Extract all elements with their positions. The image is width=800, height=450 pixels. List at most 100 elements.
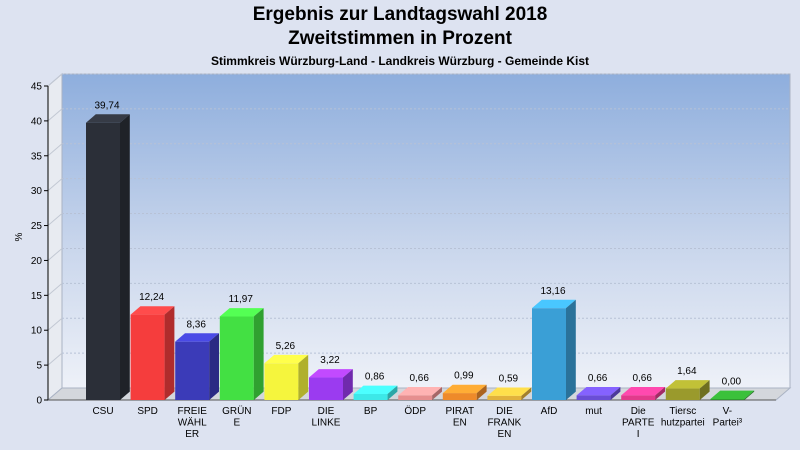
bar [398,395,433,400]
bar [309,377,343,400]
bar-top [487,387,532,396]
y-tick-label: 35 [31,151,43,162]
data-label: 39,74 [94,100,119,111]
gridline-side [47,317,63,331]
gridline-side [47,108,63,122]
bar-top [710,390,755,399]
bar-top [665,380,710,389]
bar [264,363,299,400]
x-tick-label: DIE [496,406,513,417]
bar [442,393,477,400]
data-label: 0,59 [499,373,519,384]
x-tick-label: LINKE [312,418,341,429]
bar [576,395,611,400]
x-tick-label: SPD [137,406,158,417]
bar-side [387,385,398,400]
bar [353,393,388,400]
chart-title: Ergebnis zur Landtagswahl 2018 [252,4,548,25]
gridline-side [47,143,63,157]
x-tick-label: E [233,418,240,429]
gridline-side [47,248,63,261]
data-label: 11,97 [229,294,254,305]
data-label: 3,22 [320,355,340,366]
bar [86,122,120,400]
y-tick-label: 10 [31,326,43,337]
x-tick-label: ER [185,429,199,440]
y-tick-label: 25 [31,221,43,232]
data-label: 5,26 [276,341,296,352]
bar [532,308,566,400]
bar-side [566,299,576,400]
x-tick-label: FREIE [177,406,207,417]
gridline-side [47,352,63,366]
bar [219,316,254,400]
gridline-side [47,282,63,296]
bar-top [309,369,353,378]
bar-top [353,385,398,394]
bar-top [576,386,621,396]
data-label: 13,16 [540,286,565,297]
chart-location-subtitle: Stimmkreis Würzburg-Land - Landkreis Wür… [210,54,590,68]
bar-top [86,114,130,123]
bar [710,399,745,400]
x-tick-label: BP [364,406,378,417]
bar-side [298,354,309,400]
y-tick-label: 20 [31,256,43,267]
data-label: 1,64 [677,366,697,377]
x-tick-label: V- [723,406,732,417]
x-tick-label: EN [497,429,511,440]
bar-side [610,386,621,400]
bar-side [476,384,487,400]
bar [621,395,656,400]
bar-top [175,333,219,342]
x-tick-label: GRÜN [222,405,251,417]
bar-side [699,380,710,400]
bar-side [744,390,755,400]
chart-subtitle: Zweitstimmen in Prozent [288,28,512,49]
x-tick-label: PARTE [622,418,655,429]
data-label: 0,99 [454,371,474,382]
bar [130,314,165,400]
bar-side [432,386,442,400]
x-tick-label: ÖDP [404,405,426,417]
x-tick-label: FDP [271,406,291,417]
y-tick-label: 15 [31,291,43,302]
x-tick-label: CSU [92,406,113,417]
data-label: 0,66 [632,373,652,384]
x-tick-label: Tiersc [669,406,696,417]
bar-side [521,387,532,400]
bar-top [264,354,309,364]
bar-top [621,386,665,396]
y-tick-label: 40 [31,116,43,127]
bar-top [442,384,487,394]
gridline-side [47,73,63,87]
x-tick-label: I [637,429,640,440]
bar-side [655,386,665,400]
bar-side [120,114,130,401]
bar-side [253,308,264,400]
plot-side-wall [47,72,63,402]
bar [175,341,210,400]
y-tick-label: 0 [36,396,42,407]
x-tick-label: hutzpartei [661,418,705,429]
bar [665,388,700,400]
gridline-side [47,178,63,192]
bar-side [209,333,219,400]
x-tick-label: Die [631,406,646,417]
y-tick-label: 30 [31,186,43,197]
bar-top [532,299,576,309]
x-tick-label: Partei³ [713,418,743,429]
bar-top [130,306,175,315]
y-tick-label: 5 [36,361,42,372]
data-label: 0,86 [365,372,385,383]
x-tick-label: DIE [318,406,335,417]
bar [487,395,522,400]
x-tick-label: mut [585,406,602,417]
bar-side [343,369,353,400]
bar-side [164,306,175,400]
gridline-side [47,213,63,226]
data-label: 0,66 [409,373,429,384]
y-axis-label: % [14,232,25,241]
